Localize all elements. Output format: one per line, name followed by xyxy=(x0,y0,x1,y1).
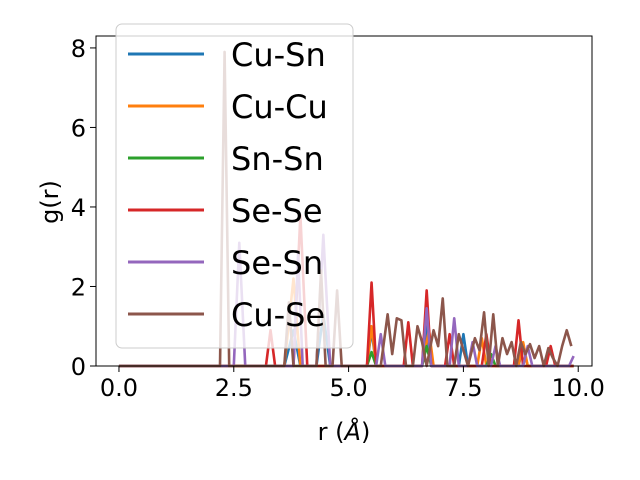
y-tick-label: 8 xyxy=(71,35,86,63)
x-axis-title-end: ) xyxy=(361,418,370,446)
x-tick-label: 5.0 xyxy=(330,374,368,402)
y-tick-label: 0 xyxy=(71,353,86,381)
legend-label-cu-se: Cu-Se xyxy=(231,296,325,334)
legend-items: Cu-Sn Cu-Cu Sn-Sn Se-Se Se-Sn Cu-Se xyxy=(128,36,328,334)
x-tick-label: 10.0 xyxy=(552,374,605,402)
y-tick-label: 2 xyxy=(71,273,86,301)
legend-label-cu-sn: Cu-Sn xyxy=(231,36,326,74)
legend-label-se-sn: Se-Sn xyxy=(231,244,323,282)
legend: Cu-Sn Cu-Cu Sn-Sn Se-Se Se-Sn Cu-Se xyxy=(115,23,354,349)
x-axis-title-main: r ( xyxy=(318,418,345,446)
y-tick-label: 4 xyxy=(71,194,86,222)
x-tick-label: 0.0 xyxy=(100,374,138,402)
x-tick-label: 2.5 xyxy=(215,374,253,402)
legend-label-se-se: Se-Se xyxy=(231,192,323,230)
y-axis-ticks: 0 2 4 6 8 xyxy=(71,35,96,381)
y-tick-label: 6 xyxy=(71,114,86,142)
x-axis-title: r (Å) xyxy=(318,417,371,446)
x-axis-ticks: 0.0 2.5 5.0 7.5 10.0 xyxy=(100,366,605,402)
y-axis-title: g(r) xyxy=(36,180,64,224)
x-tick-label: 7.5 xyxy=(444,374,482,402)
x-axis-title-unit: Å xyxy=(343,417,361,446)
legend-label-sn-sn: Sn-Sn xyxy=(231,140,324,178)
legend-label-cu-cu: Cu-Cu xyxy=(231,88,328,126)
